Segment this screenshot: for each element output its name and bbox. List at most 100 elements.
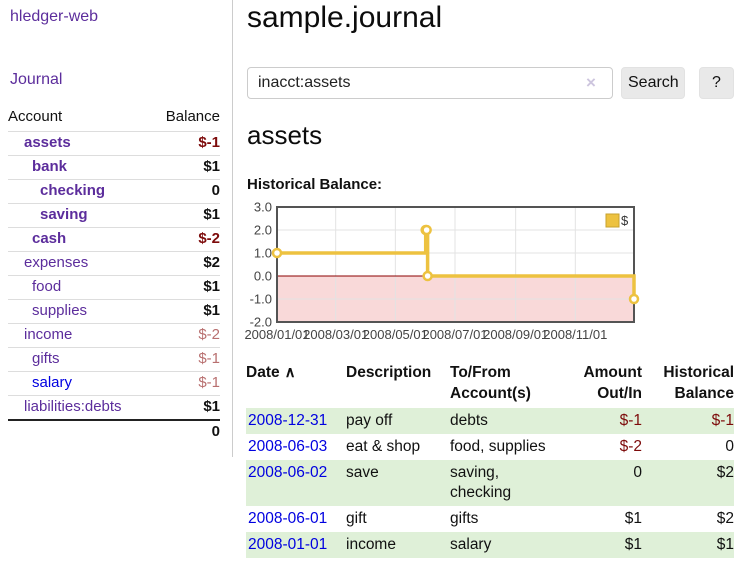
register-header-row: Date ∧ Description To/From Account(s) Amo… bbox=[246, 358, 734, 408]
register-cell-balance: $-1 bbox=[711, 412, 734, 429]
account-link[interactable]: supplies bbox=[32, 302, 88, 319]
register-row: 2008-06-03 eat & shop food, supplies $-2 0 bbox=[246, 434, 734, 460]
search-button[interactable]: Search bbox=[621, 67, 685, 99]
account-row: gifts $-1 bbox=[8, 347, 220, 372]
register-body: 2008-12-31 pay off debts $-1 $-1 2008-06-03 ea… bbox=[246, 408, 734, 558]
account-row: bank $1 bbox=[8, 155, 220, 180]
register-cell-date: 2008-06-02 bbox=[246, 460, 346, 506]
svg-text:2008/03/01: 2008/03/01 bbox=[303, 327, 368, 342]
search-input[interactable] bbox=[247, 67, 613, 99]
account-balance: $-2 bbox=[151, 323, 220, 348]
accounts-header-account: Account bbox=[8, 108, 63, 125]
transaction-date-link[interactable]: 2008-06-02 bbox=[248, 464, 328, 481]
accounts-table: Account Balance assets $-1 bank $1 checking 0… bbox=[8, 105, 220, 444]
account-balance: $-2 bbox=[151, 227, 220, 252]
account-link[interactable]: income bbox=[24, 326, 73, 343]
column-header-description[interactable]: Description bbox=[346, 364, 432, 381]
register-cell-description: income bbox=[346, 536, 396, 553]
account-link[interactable]: expenses bbox=[24, 254, 89, 271]
column-header-amount[interactable]: Amount Out/In bbox=[583, 364, 642, 402]
clear-search-icon[interactable]: × bbox=[586, 73, 596, 92]
page-title: sample.journal bbox=[247, 1, 443, 34]
register-row: 2008-12-31 pay off debts $-1 $-1 bbox=[246, 408, 734, 434]
account-link[interactable]: saving bbox=[40, 206, 88, 223]
accounts-body: assets $-1 bank $1 checking 0 saving $1 cash $-2 e… bbox=[8, 131, 220, 420]
account-balance: $1 bbox=[151, 395, 220, 420]
svg-text:2008/07/01: 2008/07/01 bbox=[422, 327, 487, 342]
register-cell-amount: $1 bbox=[624, 510, 642, 527]
help-button[interactable]: ? bbox=[699, 67, 734, 99]
column-header-date[interactable]: Date ∧ bbox=[246, 358, 346, 408]
svg-text:0.0: 0.0 bbox=[254, 269, 272, 284]
account-balance: $1 bbox=[151, 203, 220, 228]
account-row: income $-2 bbox=[8, 323, 220, 348]
account-link[interactable]: assets bbox=[24, 134, 71, 151]
sort-ascending-icon: ∧ bbox=[284, 364, 296, 381]
column-header-balance[interactable]: Historical Balance bbox=[663, 364, 734, 402]
svg-text:2.0: 2.0 bbox=[254, 223, 272, 238]
account-row: salary $-1 bbox=[8, 371, 220, 396]
svg-text:2008/01/01: 2008/01/01 bbox=[244, 327, 309, 342]
register-cell-description: eat & shop bbox=[346, 438, 421, 455]
legend-label: $ bbox=[621, 213, 629, 228]
register-cell-balance: 0 bbox=[725, 438, 734, 455]
transaction-date-link[interactable]: 2008-01-01 bbox=[248, 536, 328, 553]
svg-text:2008/11/01: 2008/11/01 bbox=[543, 327, 607, 342]
register-cell-date: 2008-01-01 bbox=[246, 532, 346, 558]
data-point-marker bbox=[628, 293, 640, 305]
account-balance: $-1 bbox=[151, 347, 220, 372]
svg-text:2008/05/01: 2008/05/01 bbox=[363, 327, 428, 342]
account-row: liabilities:debts $1 bbox=[8, 395, 220, 420]
register-row: 2008-06-01 gift gifts $1 $2 bbox=[246, 506, 734, 532]
chart-title: Historical Balance: bbox=[247, 176, 383, 193]
register-row: 2008-01-01 income salary $1 $1 bbox=[246, 532, 734, 558]
register-cell-balance: $2 bbox=[716, 510, 734, 527]
accounts-header-balance: Balance bbox=[165, 108, 220, 125]
account-balance: $1 bbox=[151, 299, 220, 324]
transaction-date-link[interactable]: 2008-06-03 bbox=[248, 438, 328, 455]
account-balance: $1 bbox=[151, 275, 220, 300]
transaction-date-link[interactable]: 2008-06-01 bbox=[248, 510, 328, 527]
svg-text:-1.0: -1.0 bbox=[250, 292, 272, 307]
app-title-link[interactable]: hledger-web bbox=[10, 8, 99, 25]
svg-text:3.0: 3.0 bbox=[254, 202, 272, 215]
register-cell-amount: $-1 bbox=[619, 412, 642, 429]
account-link[interactable]: liabilities:debts bbox=[24, 398, 122, 415]
register-cell-amount: $-2 bbox=[619, 438, 642, 455]
account-link[interactable]: salary bbox=[32, 374, 73, 391]
legend-swatch bbox=[605, 213, 620, 228]
svg-text:1.0: 1.0 bbox=[254, 246, 272, 261]
account-link[interactable]: bank bbox=[32, 158, 68, 175]
accounts-header-row: Account Balance bbox=[8, 105, 220, 132]
register-row: 2008-06-02 save saving, checking 0 $2 bbox=[246, 460, 734, 506]
sidebar-item-journal[interactable]: Journal bbox=[10, 71, 63, 88]
register-table: Date ∧ Description To/From Account(s) Amo… bbox=[246, 358, 734, 558]
svg-text:-2.0: -2.0 bbox=[250, 315, 272, 330]
accounts-total-row: 0 bbox=[8, 419, 220, 444]
account-row: saving $1 bbox=[8, 203, 220, 228]
historical-balance-chart: 3.0 2.0 1.0 0.0 -1.0 -2.02008/01/012008/03/01… bbox=[244, 202, 640, 342]
register-cell-description: save bbox=[346, 464, 379, 481]
accounts-total-spacer bbox=[8, 419, 152, 444]
account-balance: $-1 bbox=[151, 371, 220, 396]
register-cell-date: 2008-12-31 bbox=[246, 408, 346, 434]
transaction-date-link[interactable]: 2008-12-31 bbox=[248, 412, 328, 429]
register-cell-amount: $1 bbox=[624, 536, 642, 553]
account-link[interactable]: cash bbox=[32, 230, 67, 247]
register-cell-balance: $1 bbox=[716, 536, 734, 553]
account-link[interactable]: checking bbox=[40, 182, 106, 199]
account-link[interactable]: gifts bbox=[32, 350, 60, 367]
register-cell-description: pay off bbox=[346, 412, 393, 429]
data-point-marker bbox=[271, 247, 283, 259]
register-cell-description: gift bbox=[346, 510, 367, 527]
account-link[interactable]: food bbox=[32, 278, 62, 295]
account-row: supplies $1 bbox=[8, 299, 220, 324]
register-cell-accounts: saving, checking bbox=[450, 464, 512, 501]
date-header-label: Date bbox=[246, 364, 280, 381]
account-balance: $1 bbox=[151, 155, 220, 180]
account-row: cash $-2 bbox=[8, 227, 220, 252]
register-cell-amount: 0 bbox=[633, 464, 642, 481]
register-cell-balance: $2 bbox=[716, 464, 734, 481]
column-header-accounts[interactable]: To/From Account(s) bbox=[450, 364, 531, 402]
register-cell-accounts: gifts bbox=[450, 510, 479, 527]
